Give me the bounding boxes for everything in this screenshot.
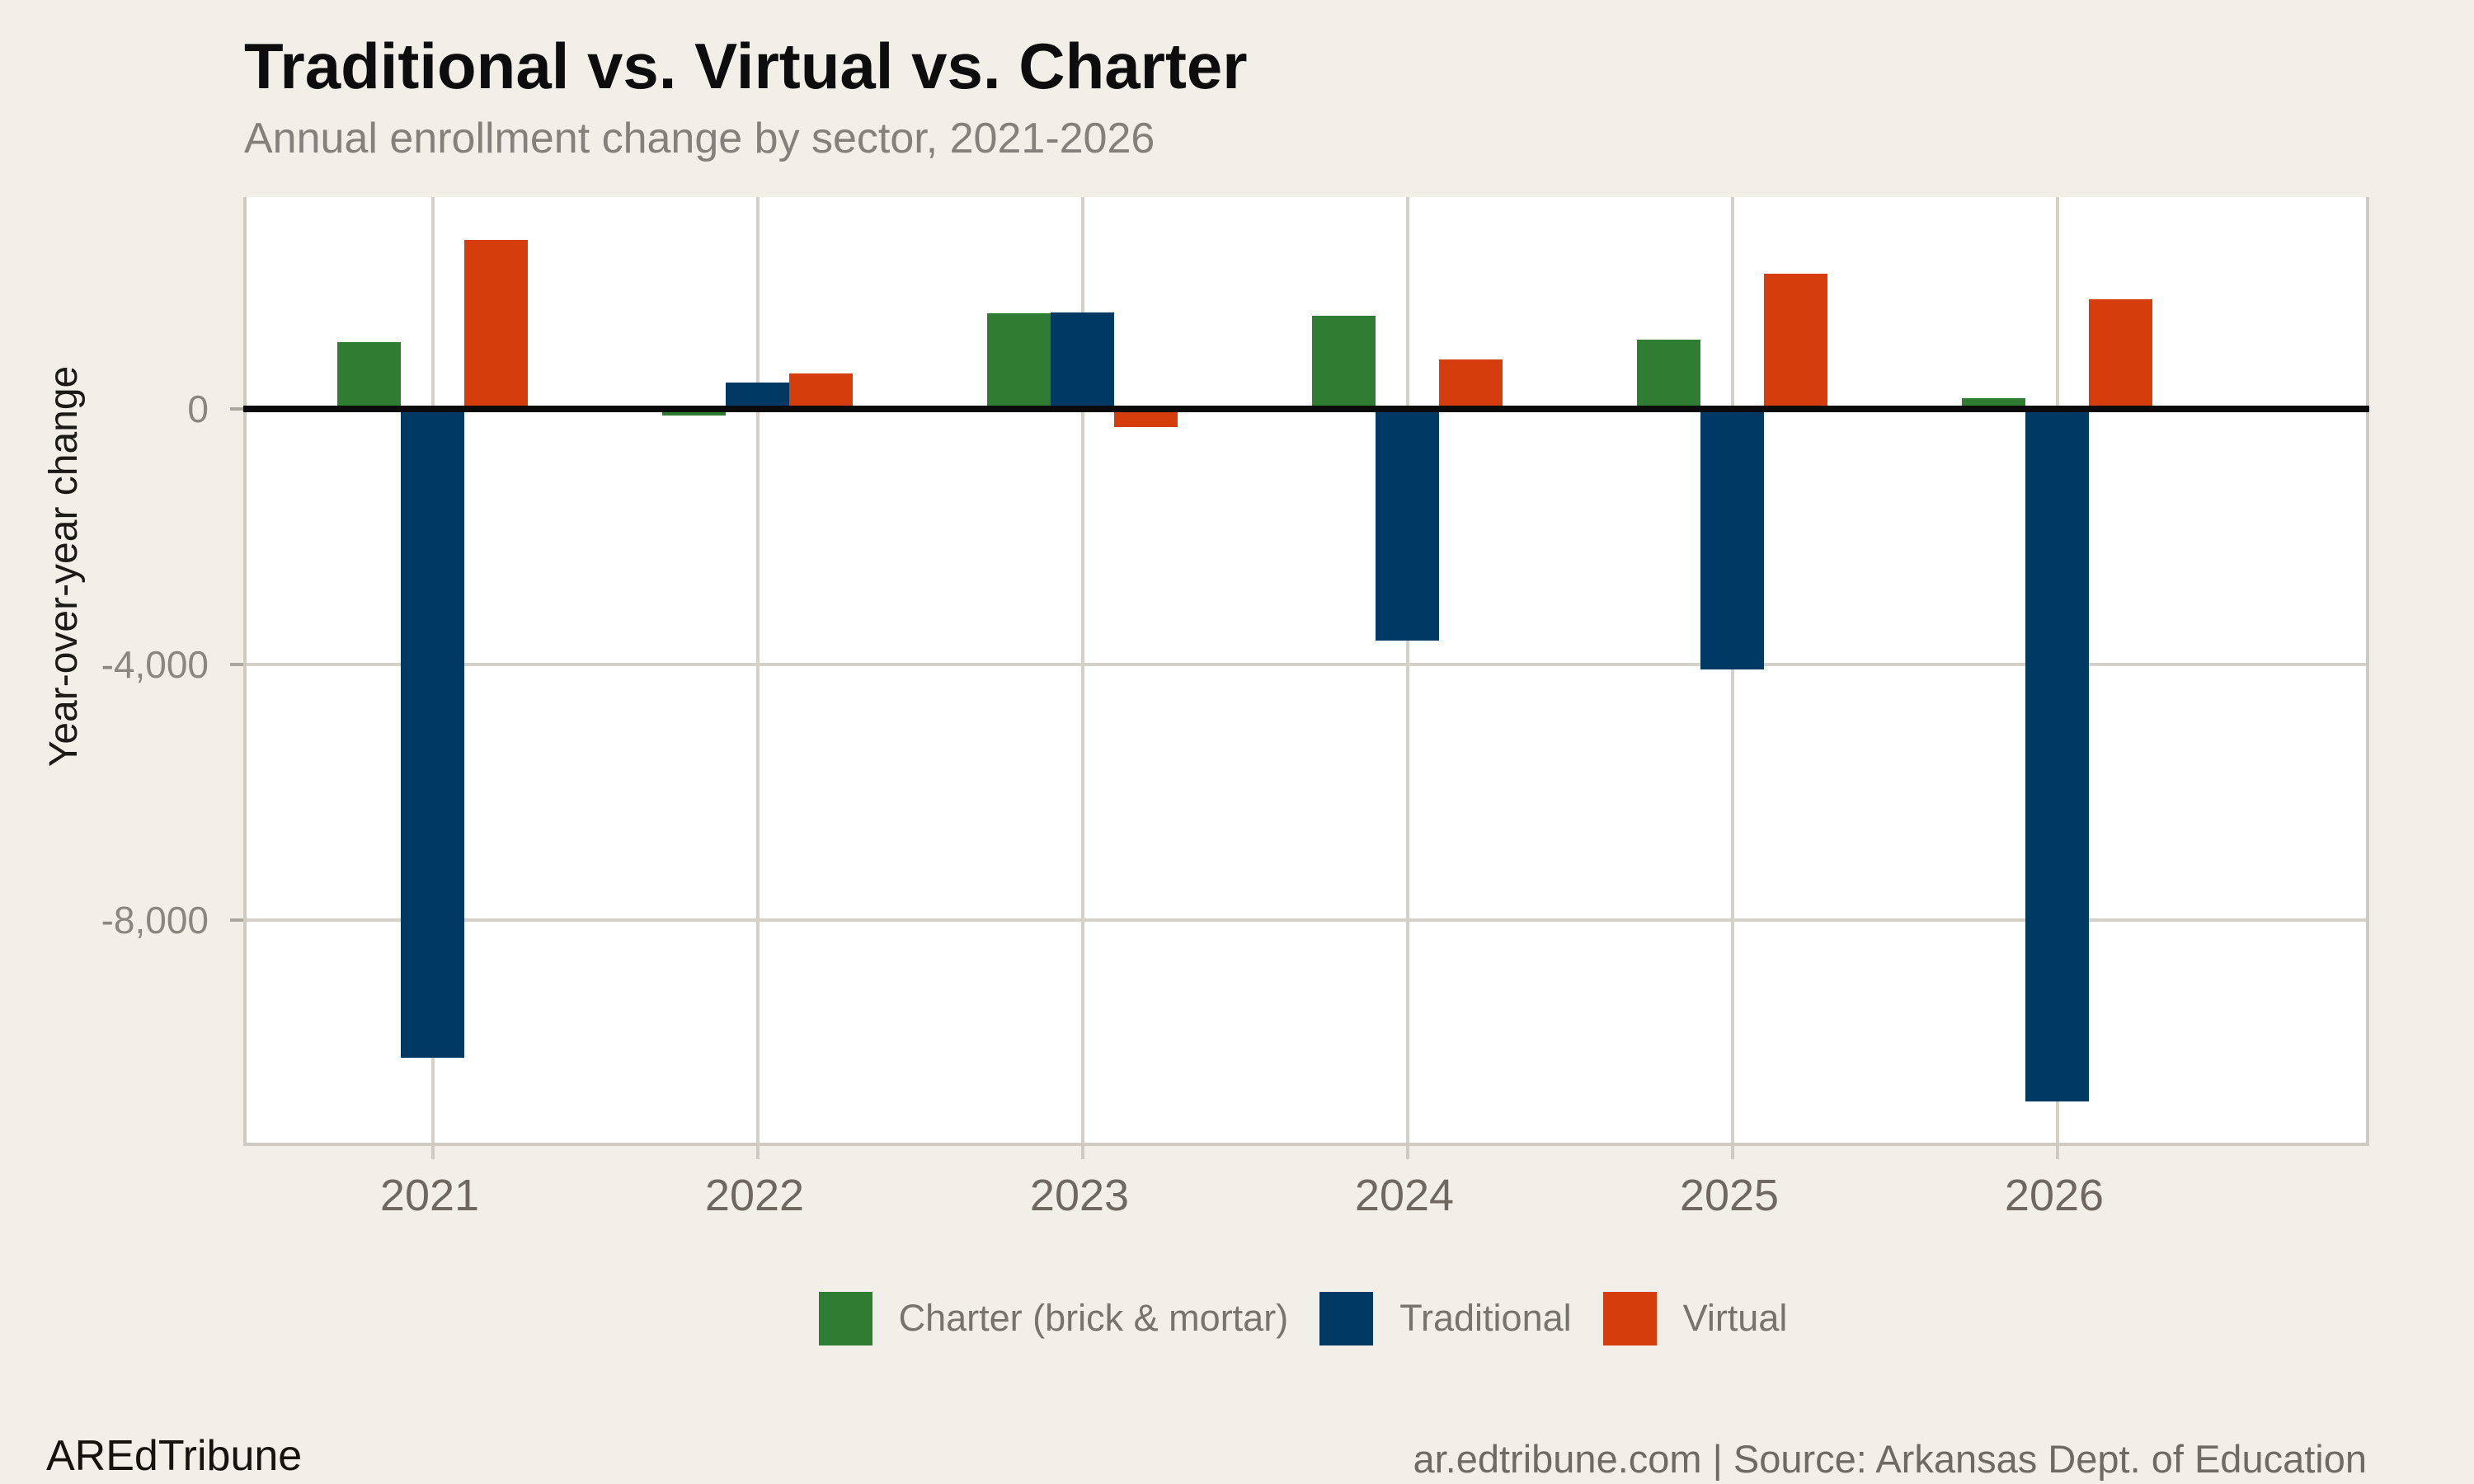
bar <box>987 313 1051 409</box>
x-tick-label: 2023 <box>1029 1171 1130 1220</box>
x-tick-label: 2025 <box>1679 1171 1780 1220</box>
bar <box>1312 316 1376 409</box>
bar <box>1114 409 1178 427</box>
legend-item: Charter (brick & mortar) <box>818 1291 1289 1345</box>
x-tick-mark <box>1406 1146 1409 1159</box>
footer-brand: AREdTribune <box>46 1432 303 1480</box>
gridline-vertical <box>1406 197 1409 1143</box>
gridline-vertical <box>1731 197 1734 1143</box>
bar <box>789 373 853 409</box>
x-tick-label: 2024 <box>1354 1171 1455 1220</box>
y-tick-mark <box>230 918 243 922</box>
bar <box>1637 340 1700 409</box>
y-tick-mark <box>230 663 243 666</box>
y-tick-label: -4,000 <box>101 643 209 686</box>
plot-area <box>243 197 2369 1159</box>
y-tick-label: 0 <box>187 387 209 430</box>
x-tick-mark <box>2056 1146 2059 1159</box>
legend-item: Virtual <box>1602 1291 1788 1345</box>
bar <box>2025 409 2089 1101</box>
page-title: Traditional vs. Virtual vs. Charter <box>244 30 1248 102</box>
x-tick-label: 2026 <box>2004 1171 2105 1220</box>
bar <box>2089 299 2152 409</box>
x-tick-mark <box>431 1146 435 1159</box>
bar <box>464 240 528 409</box>
zero-line <box>243 406 2369 412</box>
legend-label: Traditional <box>1399 1297 1572 1339</box>
x-tick-mark <box>1731 1146 1734 1159</box>
gridline-vertical <box>1081 197 1084 1143</box>
legend-label: Charter (brick & mortar) <box>898 1297 1289 1339</box>
bar <box>337 342 401 409</box>
x-tick-mark <box>756 1146 760 1159</box>
footer-source: ar.edtribune.com | Source: Arkansas Dept… <box>1413 1437 2367 1481</box>
gridline-horizontal <box>247 918 2366 922</box>
bar <box>662 409 726 416</box>
legend-swatch <box>1602 1291 1657 1345</box>
gridline-vertical <box>756 197 760 1143</box>
bar <box>1376 409 1439 641</box>
legend: Charter (brick & mortar) Traditional Virtu… <box>243 1291 2363 1345</box>
bar <box>1700 409 1764 669</box>
x-tick-mark <box>1081 1146 1084 1159</box>
legend-swatch <box>1319 1291 1374 1345</box>
y-axis-title: Year-over-year change <box>42 365 86 768</box>
x-tick-label: 2021 <box>379 1171 480 1220</box>
bar <box>401 409 464 1058</box>
legend-swatch <box>818 1291 872 1345</box>
legend-item: Traditional <box>1319 1291 1572 1345</box>
legend-label: Virtual <box>1682 1297 1788 1339</box>
x-tick-label: 2022 <box>704 1171 805 1220</box>
y-tick-label: -8,000 <box>101 899 209 942</box>
bar <box>726 383 789 409</box>
gridline-horizontal <box>247 663 2366 666</box>
bar <box>1439 359 1503 409</box>
y-tick-mark <box>230 407 243 411</box>
bar <box>1051 312 1114 409</box>
bar <box>1764 274 1827 409</box>
page-subtitle: Annual enrollment change by sector, 2021… <box>244 115 1155 162</box>
